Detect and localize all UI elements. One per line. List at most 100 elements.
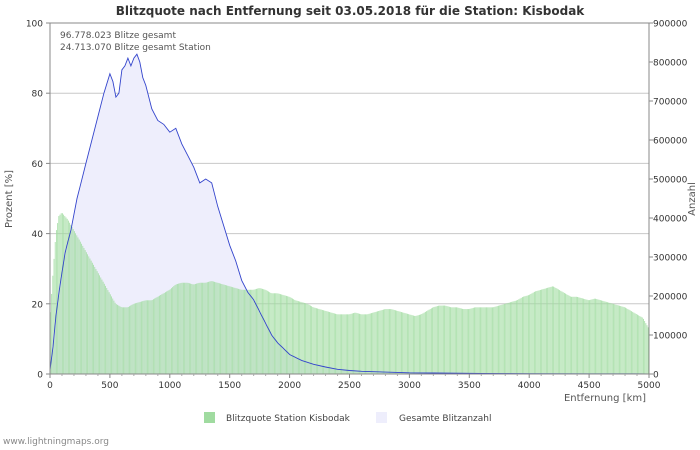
quote-bar xyxy=(240,289,242,374)
quote-bar xyxy=(622,306,624,374)
quote-bar xyxy=(424,311,426,374)
quote-bar xyxy=(608,302,610,374)
quote-bar xyxy=(179,283,181,374)
quote-bar xyxy=(293,299,295,374)
quote-bar xyxy=(644,321,646,374)
quote-bars-group xyxy=(50,213,649,374)
quote-bar xyxy=(613,303,614,374)
quote-bar xyxy=(119,306,121,374)
quote-bar xyxy=(454,307,456,374)
quote-bar xyxy=(218,283,220,374)
quote-bar xyxy=(250,289,251,374)
quote-bar xyxy=(125,307,127,374)
quote-bar xyxy=(436,306,438,374)
quote-bar xyxy=(409,314,411,374)
quote-bar xyxy=(229,286,231,374)
quote-bar xyxy=(141,301,142,374)
quote-bar xyxy=(100,277,102,374)
quote-bar xyxy=(415,315,417,374)
quote-bar xyxy=(324,310,326,374)
quote-bar xyxy=(631,311,632,374)
quote-bar xyxy=(585,299,587,374)
quote-bar xyxy=(476,307,478,374)
quote-bar xyxy=(69,222,71,374)
quote-bar xyxy=(137,302,139,374)
quote-bar xyxy=(155,297,157,374)
quote-bar xyxy=(344,314,346,374)
quote-bar xyxy=(411,315,413,374)
quote-bar xyxy=(147,300,148,374)
y-right-tick-label: 600000 xyxy=(653,137,688,147)
quote-bar xyxy=(118,305,120,374)
quote-bar xyxy=(444,305,445,374)
quote-bar xyxy=(536,290,538,374)
quote-bar xyxy=(466,309,468,374)
quote-bar xyxy=(333,313,335,374)
x-tick-label: 3500 xyxy=(458,381,481,391)
quote-bar xyxy=(216,282,218,374)
quote-bar xyxy=(182,282,184,374)
quote-bar xyxy=(510,302,511,374)
quote-bar xyxy=(464,309,466,374)
quote-bar xyxy=(223,284,225,374)
quote-bar xyxy=(88,256,90,374)
quote-bar xyxy=(129,306,130,374)
quote-bar xyxy=(315,308,317,374)
quote-bar xyxy=(438,305,440,374)
quote-bar xyxy=(297,301,299,374)
quote-bar xyxy=(208,281,209,374)
quote-bar xyxy=(327,311,329,374)
quote-bar xyxy=(531,293,533,374)
quote-bar xyxy=(51,293,53,374)
quote-bar xyxy=(430,308,432,374)
quote-bar xyxy=(186,282,188,374)
quote-bar xyxy=(587,300,589,374)
quote-bar xyxy=(602,300,604,374)
quote-bar xyxy=(202,282,204,374)
quote-bar xyxy=(91,262,93,374)
quote-bar xyxy=(611,303,613,374)
quote-bar xyxy=(102,281,104,374)
quote-bar xyxy=(596,299,598,374)
quote-bar xyxy=(453,307,455,374)
y-right-tick-label: 500000 xyxy=(653,176,688,186)
quote-bar xyxy=(154,298,156,374)
quote-bar xyxy=(139,301,141,374)
quote-bar xyxy=(341,314,342,374)
quote-bar xyxy=(589,300,590,374)
quote-bar xyxy=(108,292,110,374)
quote-bar xyxy=(113,300,115,374)
quote-bar xyxy=(180,282,182,374)
quote-bar xyxy=(337,314,339,374)
quote-bar xyxy=(597,299,599,374)
quote-bar xyxy=(391,309,393,374)
quote-bar xyxy=(619,305,620,374)
y-left-tick-label: 0 xyxy=(37,371,43,381)
quote-bar xyxy=(97,273,99,374)
quote-bar xyxy=(490,307,492,374)
quote-bar xyxy=(469,308,471,374)
quote-bar xyxy=(73,231,75,374)
quote-bar xyxy=(150,300,152,374)
quote-bar xyxy=(269,292,271,374)
quote-bar xyxy=(185,282,187,374)
quote-bar xyxy=(356,313,358,374)
quote-bar xyxy=(538,290,540,374)
quote-bar xyxy=(305,303,307,374)
quote-bar xyxy=(323,310,324,374)
quote-bar xyxy=(242,289,244,374)
quote-bar xyxy=(426,311,428,374)
quote-bar xyxy=(401,312,402,374)
x-tick-label: 4500 xyxy=(578,381,601,391)
quote-bar xyxy=(580,298,582,374)
quote-bar xyxy=(78,239,80,374)
quote-bar xyxy=(191,283,193,374)
quote-bar xyxy=(557,289,559,374)
quote-bar xyxy=(224,285,226,374)
quote-bar xyxy=(484,307,486,374)
quote-bar xyxy=(222,284,224,374)
quote-bar xyxy=(488,307,490,374)
quote-bar xyxy=(614,304,616,374)
quote-bar xyxy=(498,305,499,374)
quote-bar xyxy=(500,305,502,374)
